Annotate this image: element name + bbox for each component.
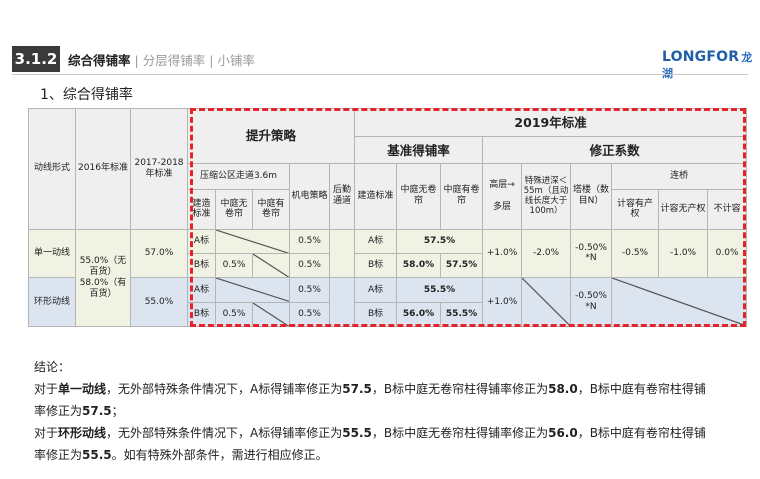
header-2019: 2019年标准 — [354, 107, 748, 138]
row2-b-std2: B标 — [354, 301, 398, 328]
row2-a-std2: A标 — [354, 277, 398, 303]
row1-2017: 57.0% — [130, 228, 188, 279]
row2-b-base-yes: 55.5% — [440, 301, 484, 328]
row2-b-diagonal — [252, 301, 290, 328]
title-separator: | — [209, 53, 214, 68]
header-high-multi: 高层→ 多层 — [482, 162, 523, 230]
row2-2017: 55.0% — [130, 277, 188, 327]
conclusion-line-4: 率修正为55.5。如有特殊外部条件，需进行相应修正。 — [34, 448, 328, 462]
section-title: 1、综合得铺率 — [40, 87, 133, 103]
header-deep: 特殊进深＜55m（且动线长度大于100m） — [521, 162, 572, 230]
row1-deep: -2.0% — [521, 228, 572, 279]
conclusion-line-2: 率修正为57.5； — [34, 404, 124, 418]
row1-b-mech: 0.5% — [289, 252, 330, 279]
row2-a-std: A标 — [187, 277, 216, 303]
row1-a-diagonal — [215, 228, 290, 254]
header-bridge-3: 不计容 — [707, 189, 748, 230]
row1-b-std: B标 — [187, 252, 216, 279]
row1-a-std: A标 — [187, 228, 216, 254]
header-mid-yes: 中庭有卷帘 — [252, 189, 290, 230]
conclusion-text: 结论： 对于单一动线，无外部特殊条件情况下，A标得铺率修正为57.5，B标中庭无… — [34, 356, 754, 466]
header-compress: 压缩公区走道3.6m — [187, 162, 290, 191]
header-divider — [12, 74, 748, 75]
row2-b-mech: 0.5% — [289, 301, 330, 328]
row1-b-base-no: 58.0% — [396, 252, 442, 279]
brand-logo: LONGFOR 龙湖 — [662, 49, 753, 80]
row1-b-diagonal — [252, 252, 290, 279]
row2-b-base-no: 56.0% — [396, 301, 442, 328]
row1-bridge-3: 0.0% — [707, 228, 748, 279]
row2-a-diagonal — [215, 277, 290, 303]
row1-b-std2: B标 — [354, 252, 398, 279]
col-2017: 2017-2018年标准 — [130, 108, 188, 230]
row2-a-mech: 0.5% — [289, 277, 330, 303]
row2-backdoor — [328, 277, 356, 327]
row1-a-std2: A标 — [354, 228, 398, 254]
row2-high: +1.0% — [482, 277, 523, 327]
title-separator: | — [134, 53, 139, 68]
col-type: 动线形式 — [28, 108, 76, 230]
header-build-std-2019: 建造标准 — [354, 162, 398, 230]
row2-bridge-diagonal — [611, 277, 748, 327]
header-build-std: 建造标准 — [187, 189, 216, 230]
header-tower: 塔楼（数目N） — [570, 162, 613, 230]
header-base: 基准得铺率 — [354, 136, 484, 164]
header-bridge: 连桥 — [611, 162, 748, 191]
row1-tower: -0.50% *N — [570, 228, 613, 279]
row1-type: 单一动线 — [28, 228, 76, 279]
header-upgrade: 提升策略 — [186, 108, 356, 164]
header-bridge-1: 计容有产权 — [611, 189, 660, 230]
title-sub-1: 分层得铺率 — [142, 53, 206, 68]
row2-tower: -0.50% *N — [570, 277, 613, 327]
header-fix: 修正系数 — [482, 136, 748, 164]
header-mid-no-2019: 中庭无卷帘 — [396, 162, 442, 230]
row1-b-mid-no: 0.5% — [215, 252, 253, 279]
page-title: 综合得铺率 | 分层得铺率 | 小铺率 — [68, 50, 255, 69]
row1-b-base-yes: 57.5% — [440, 252, 484, 279]
row2-a-base: 55.5% — [396, 277, 484, 303]
row1-a-base: 57.5% — [396, 228, 484, 254]
row1-2016: 55.0%（无百货）58.0%（有百货） — [75, 228, 131, 328]
row2-b-std: B标 — [187, 301, 216, 328]
row2-b-mid-no: 0.5% — [215, 301, 253, 328]
row1-bridge-2: -1.0% — [658, 228, 709, 279]
row2-deep-diagonal — [521, 277, 572, 327]
row1-bridge-1: -0.5% — [611, 228, 660, 279]
header-bridge-2: 计容无产权 — [658, 189, 709, 230]
row1-backdoor — [328, 228, 356, 279]
col-2016: 2016年标准 — [75, 108, 131, 230]
title-sub-2: 小铺率 — [217, 53, 255, 68]
header-backdoor: 后勤通道 — [328, 162, 356, 230]
header-mech: 机电策略 — [289, 162, 330, 230]
section-number-badge: 3.1.2 — [12, 46, 60, 72]
header-mid-no: 中庭无卷帘 — [215, 189, 253, 230]
conclusion-line-1: 对于单一动线，无外部特殊条件情况下，A标得铺率修正为57.5，B标中庭无卷帘柱得… — [34, 382, 706, 396]
conclusion-line-3: 对于环形动线，无外部特殊条件情况下，A标得铺率修正为55.5，B标中庭无卷帘柱得… — [34, 426, 706, 440]
header-mid-yes-2019: 中庭有卷帘 — [440, 162, 484, 230]
row1-a-mech: 0.5% — [289, 228, 330, 254]
conclusion-label: 结论： — [34, 360, 71, 374]
title-active: 综合得铺率 — [68, 53, 131, 68]
row2-type: 环形动线 — [28, 277, 76, 327]
row1-high: +1.0% — [482, 228, 523, 279]
shop-ratio-table: 动线形式 2016年标准 2017-2018年标准 提升策略 2019年标准 基… — [28, 107, 748, 328]
